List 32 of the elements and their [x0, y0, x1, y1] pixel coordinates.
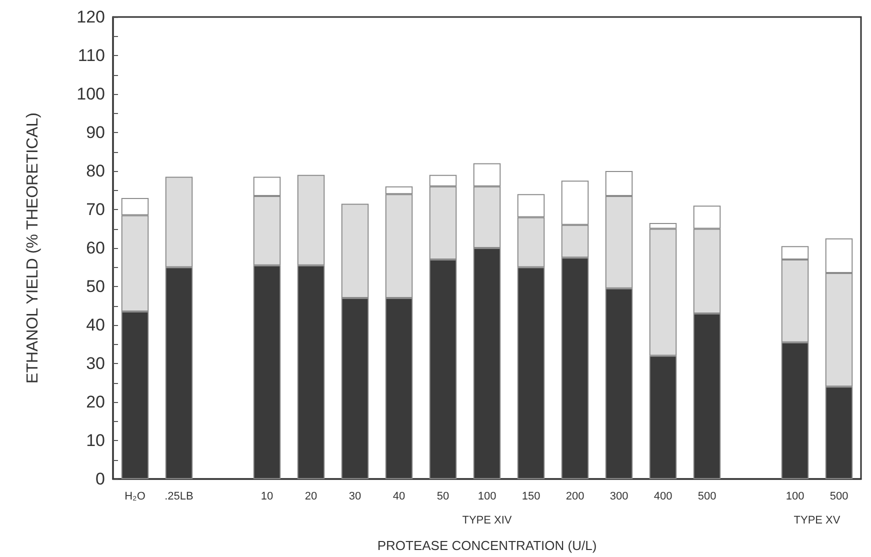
x-tick-label: 50: [436, 490, 450, 502]
x-tick-label: 40: [392, 490, 406, 502]
y-tick-label: 60: [86, 238, 105, 258]
x-tick-label: 500: [830, 490, 848, 502]
y-tick-label: 20: [86, 392, 105, 412]
x-tick-label: 20: [304, 490, 318, 502]
x-tick-label: 100: [478, 490, 496, 502]
x-tick-label: 100: [786, 490, 804, 502]
text: TYPE XIV: [462, 514, 512, 526]
x-tick-label: 10: [260, 490, 274, 502]
y-tick-label: 10: [86, 431, 105, 450]
y-axis-title: ETHANOL YIELD (% THEORETICAL): [24, 112, 42, 384]
x-tick-label: 500: [698, 490, 716, 502]
x-tick-label: 150: [522, 490, 540, 502]
y-tick-label: 70: [86, 200, 105, 219]
x-tick-label: .25LB: [164, 490, 194, 502]
y-tick-label: 0: [96, 470, 105, 488]
y-tick-label: 120: [76, 8, 105, 26]
x-tick-label: 30: [348, 490, 362, 502]
y-tick-label: 100: [76, 84, 105, 104]
x-tick-label: H₂O: [124, 490, 146, 502]
x-tick-label: 200: [566, 490, 584, 502]
y-tick-label: 30: [86, 354, 105, 373]
y-tick-label: 40: [86, 316, 105, 334]
y-tick-label: 80: [86, 162, 105, 180]
x-tick-label: 300: [610, 490, 628, 502]
y-tick-label: 90: [86, 123, 105, 142]
text: TYPE XV: [794, 514, 841, 526]
x-tick-label: 400: [654, 490, 672, 502]
y-tick-label: 50: [86, 277, 105, 296]
y-tick-label: 110: [78, 46, 105, 65]
x-axis-title: PROTEASE CONCENTRATION (U/L): [377, 538, 597, 553]
